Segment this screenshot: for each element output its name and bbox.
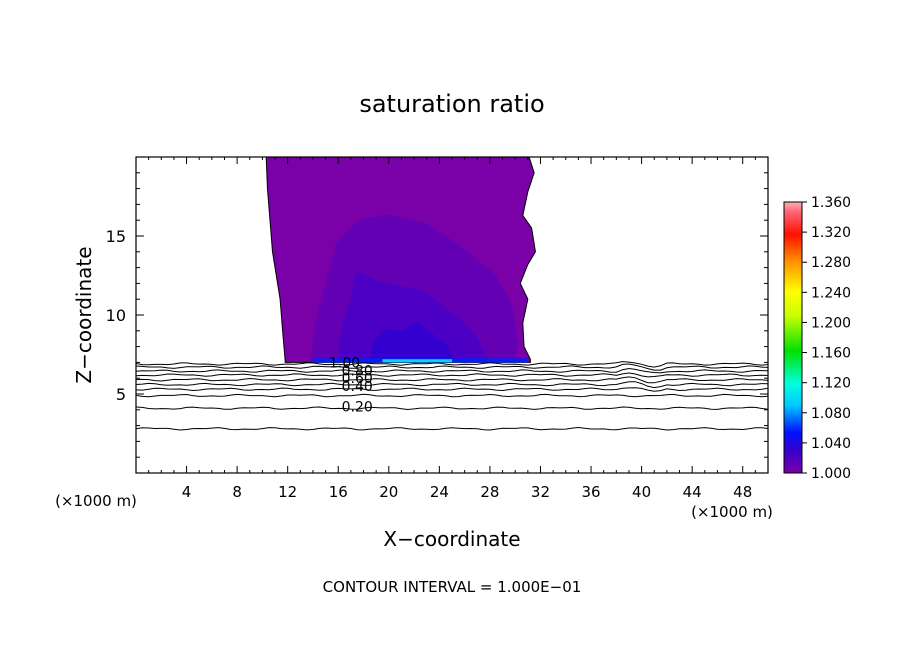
contour-line <box>136 376 768 384</box>
y-axis-label: Z−coordinate <box>72 246 96 383</box>
contour-line <box>136 372 768 378</box>
contour-label: 1.00 <box>329 355 360 371</box>
x-tick-label: 20 <box>379 483 398 501</box>
colorbar-label: 1.080 <box>811 406 851 422</box>
colorbar-ticks: 1.360 1.320 1.280 1.240 1.200 1.160 1.120 1.080… <box>802 195 851 482</box>
x-unit-left: (×1000 m) <box>55 492 137 510</box>
colorbar-label: 1.000 <box>811 466 851 482</box>
x-tick-label: 48 <box>733 483 752 501</box>
contour-label: 0.40 <box>342 379 373 395</box>
colorbar-label: 1.280 <box>811 255 851 271</box>
contour-labels: 1.000.800.600.40 0.20 <box>329 355 373 415</box>
y-axis-ticks: 5 10 15 <box>106 172 768 458</box>
x-unit-right: (×1000 m) <box>691 503 773 521</box>
contour-label: 0.80 <box>342 363 373 379</box>
colorbar-label: 1.360 <box>811 195 851 211</box>
x-axis-ticks: 4 8 12 16 20 24 28 32 36 40 44 48 <box>148 157 756 501</box>
y-tick-label: 10 <box>106 306 126 325</box>
x-tick-label: 16 <box>329 483 348 501</box>
contour-line <box>136 381 768 389</box>
x-tick-label: 24 <box>430 483 449 501</box>
contour-line <box>136 367 768 374</box>
colorbar-label: 1.160 <box>811 346 851 362</box>
region-level-1100 <box>382 359 452 363</box>
contour-line <box>136 387 768 392</box>
x-tick-label: 36 <box>581 483 600 501</box>
colorbar-gradient <box>783 201 803 474</box>
y-tick-label: 5 <box>116 385 126 404</box>
contour-line <box>136 426 768 431</box>
chart-title: saturation ratio <box>359 90 544 118</box>
colorbar-label: 1.120 <box>811 376 851 392</box>
colorbar-label: 1.040 <box>811 436 851 452</box>
y-tick-label: 15 <box>106 227 126 246</box>
contour-label: 0.60 <box>342 371 373 387</box>
colorbar-label: 1.320 <box>811 225 851 241</box>
x-tick-label: 40 <box>632 483 651 501</box>
x-tick-label: 8 <box>232 483 242 501</box>
x-tick-label: 28 <box>480 483 499 501</box>
colorbar-label: 1.200 <box>811 315 851 331</box>
contour-label: 0.20 <box>342 400 373 416</box>
x-tick-label: 44 <box>683 483 702 501</box>
supersaturation-fill <box>265 157 536 363</box>
contour-line <box>136 393 768 398</box>
contour-lines <box>136 361 768 431</box>
x-axis-label: X−coordinate <box>383 527 520 551</box>
x-tick-label: 4 <box>182 483 192 501</box>
colorbar: 1.360 1.320 1.280 1.240 1.200 1.160 1.120 1.080… <box>783 195 851 482</box>
x-tick-label: 32 <box>531 483 550 501</box>
plot-area <box>136 157 768 431</box>
contour-line <box>136 363 768 371</box>
contour-interval-note: CONTOUR INTERVAL = 1.000E−01 <box>323 578 582 596</box>
region-level-1020 <box>338 270 488 361</box>
contour-line <box>136 361 768 368</box>
region-level-1030 <box>369 321 455 361</box>
x-tick-label: 12 <box>278 483 297 501</box>
colorbar-label: 1.240 <box>811 285 851 301</box>
contour-line <box>136 406 768 411</box>
